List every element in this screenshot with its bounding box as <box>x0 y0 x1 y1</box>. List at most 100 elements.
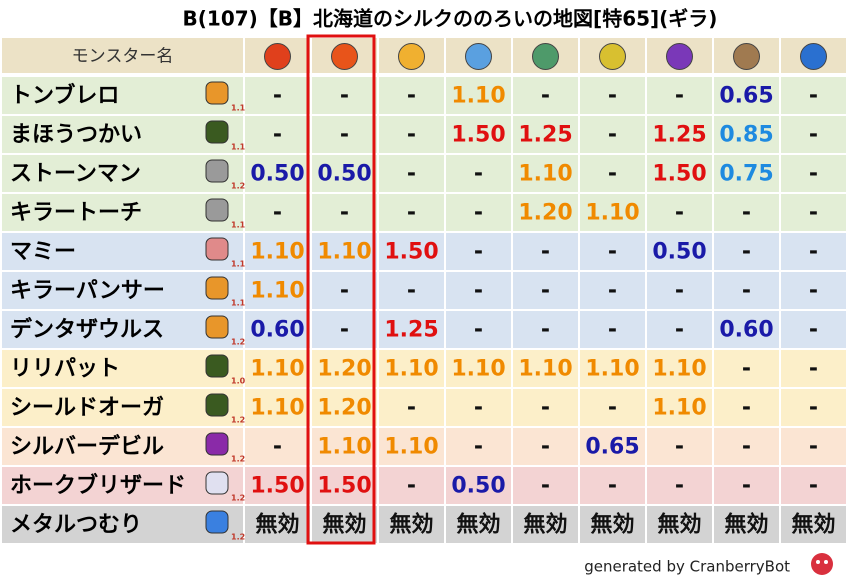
value-cell <box>312 389 377 426</box>
row-name-cell <box>2 350 243 387</box>
value-cell <box>580 389 645 426</box>
value-cell <box>580 194 645 231</box>
resistance-value: - <box>608 318 617 343</box>
resistance-value: - <box>407 84 416 109</box>
value-cell <box>446 311 511 348</box>
row-name-cell <box>2 506 243 543</box>
resistance-value: - <box>541 240 550 265</box>
value-cell <box>647 311 712 348</box>
resistance-value: 1.20 <box>317 396 371 421</box>
value-cell <box>245 467 310 504</box>
element-icon <box>800 43 827 70</box>
resistance-value: - <box>474 240 483 265</box>
value-cell <box>379 506 444 543</box>
value-cell <box>580 350 645 387</box>
monster-level: 1.2 <box>231 182 245 191</box>
value-cell <box>245 116 310 153</box>
value-cell <box>580 77 645 114</box>
value-cell <box>446 233 511 270</box>
value-cell <box>379 155 444 192</box>
resistance-value: 1.50 <box>451 123 505 148</box>
resistance-value: 0.60 <box>719 318 773 343</box>
value-cell <box>580 155 645 192</box>
value-cell <box>647 155 712 192</box>
title: B(107)【B】北海道のシルクののろいの地図[特65](ギラ) <box>183 7 718 31</box>
resistance-value: - <box>809 123 818 148</box>
monster-name: キラーパンサー <box>10 279 165 304</box>
resistance-value: - <box>742 474 751 499</box>
resistance-value: - <box>273 435 282 460</box>
resistance-value: - <box>608 474 617 499</box>
value-cell <box>513 350 578 387</box>
value-cell <box>379 428 444 465</box>
value-cell <box>513 311 578 348</box>
value-cell <box>714 272 779 309</box>
value-cell <box>647 389 712 426</box>
monster-name: リリパット <box>10 357 120 382</box>
resistance-value: 無効 <box>791 512 835 538</box>
resistance-value: 1.20 <box>518 201 572 226</box>
monster-name: トンブレロ <box>10 83 119 109</box>
value-cell <box>714 428 779 465</box>
value-cell <box>312 77 377 114</box>
value-cell <box>513 272 578 309</box>
value-cell <box>245 155 310 192</box>
monster-icon <box>205 393 229 417</box>
resistance-value: 1.25 <box>384 318 438 343</box>
resistance-value: 1.10 <box>652 357 706 382</box>
value-cell <box>379 272 444 309</box>
value-cell <box>312 233 377 270</box>
value-cell <box>714 194 779 231</box>
value-cell <box>580 272 645 309</box>
resistance-value: - <box>809 279 818 304</box>
value-cell <box>379 350 444 387</box>
resistance-value: - <box>407 201 416 226</box>
resistance-value: - <box>474 318 483 343</box>
resistance-value: - <box>541 474 550 499</box>
resistance-value: 1.10 <box>317 435 371 460</box>
value-cell <box>379 77 444 114</box>
value-cell <box>379 233 444 270</box>
monster-level: 1.1 <box>231 143 246 152</box>
resistance-value: 1.25 <box>652 123 706 148</box>
resistance-value: - <box>608 123 617 148</box>
value-cell <box>647 272 712 309</box>
monster-icon <box>205 198 229 222</box>
resistance-value: 1.50 <box>384 240 438 265</box>
value-cell <box>312 311 377 348</box>
value-cell <box>446 272 511 309</box>
header-label: モンスター名 <box>72 47 174 67</box>
value-cell <box>781 311 846 348</box>
resistance-value: 無効 <box>389 512 433 538</box>
value-cell <box>781 428 846 465</box>
monster-icon <box>205 510 229 534</box>
resistance-value: - <box>675 279 684 304</box>
monster-level: 1.1 <box>231 260 246 269</box>
value-cell <box>513 428 578 465</box>
element-icon <box>398 43 425 70</box>
resistance-value: - <box>742 279 751 304</box>
resistance-value: 1.10 <box>384 357 438 382</box>
value-cell <box>245 272 310 309</box>
resistance-value: - <box>809 240 818 265</box>
resistance-value: - <box>675 474 684 499</box>
resistance-value: - <box>809 396 818 421</box>
resistance-value: - <box>608 162 617 187</box>
resistance-value: - <box>273 201 282 226</box>
monster-name: シールドオーガ <box>10 396 164 421</box>
value-cell <box>714 233 779 270</box>
element-icon <box>331 43 358 70</box>
resistance-value: - <box>407 279 416 304</box>
resistance-value: 無効 <box>255 512 299 538</box>
resistance-value: - <box>742 435 751 460</box>
value-cell <box>312 467 377 504</box>
value-cell <box>580 311 645 348</box>
resistance-value: 無効 <box>590 512 634 538</box>
element-icon <box>532 43 559 70</box>
resistance-value: 1.10 <box>585 201 639 226</box>
value-cell <box>312 428 377 465</box>
monster-name: デンタザウルス <box>10 317 164 343</box>
resistance-value: - <box>809 201 818 226</box>
value-cell <box>245 233 310 270</box>
value-cell <box>379 389 444 426</box>
